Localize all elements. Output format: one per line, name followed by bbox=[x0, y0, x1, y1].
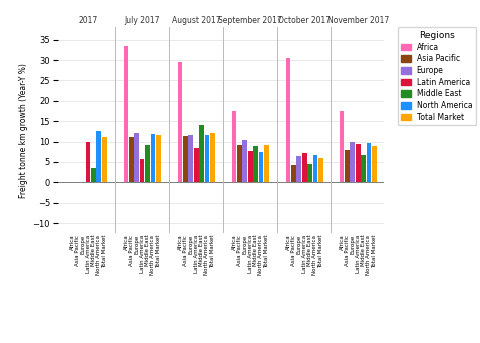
Bar bbox=[140, 159, 144, 182]
Text: November 2017: November 2017 bbox=[327, 16, 389, 25]
Bar bbox=[102, 138, 107, 182]
Bar bbox=[156, 135, 161, 182]
Bar bbox=[307, 164, 312, 182]
Bar bbox=[91, 168, 96, 182]
Bar bbox=[312, 155, 317, 182]
Legend: Africa, Asia Pacific, Europe, Latin America, Middle East, North America, Total M: Africa, Asia Pacific, Europe, Latin Amer… bbox=[397, 27, 476, 126]
Bar bbox=[124, 46, 128, 182]
Bar bbox=[350, 142, 355, 182]
Bar bbox=[237, 145, 242, 182]
Bar bbox=[345, 150, 350, 182]
Bar bbox=[96, 131, 101, 182]
Bar bbox=[264, 145, 269, 182]
Text: September 2017: September 2017 bbox=[218, 16, 282, 25]
Bar bbox=[248, 151, 252, 182]
Bar bbox=[291, 165, 296, 182]
Bar bbox=[361, 155, 366, 182]
Bar bbox=[210, 133, 215, 182]
Bar bbox=[199, 125, 204, 182]
Bar bbox=[259, 152, 263, 182]
Text: July 2017: July 2017 bbox=[124, 16, 160, 25]
Bar bbox=[253, 146, 258, 182]
Bar bbox=[194, 148, 199, 182]
Text: 2017: 2017 bbox=[79, 16, 98, 25]
Bar bbox=[318, 158, 323, 182]
Bar bbox=[151, 134, 155, 182]
Bar bbox=[242, 140, 247, 182]
Bar bbox=[302, 153, 307, 182]
Bar bbox=[340, 111, 345, 182]
Bar bbox=[183, 136, 188, 182]
Text: August 2017: August 2017 bbox=[172, 16, 220, 25]
Bar bbox=[356, 144, 360, 182]
Bar bbox=[232, 110, 237, 182]
Bar bbox=[189, 134, 193, 182]
Y-axis label: Freight tonne km growth (Year-Y %): Freight tonne km growth (Year-Y %) bbox=[19, 63, 28, 198]
Bar bbox=[178, 62, 182, 182]
Bar bbox=[134, 133, 139, 182]
Bar bbox=[86, 142, 91, 182]
Bar bbox=[367, 143, 371, 182]
Text: October 2017: October 2017 bbox=[278, 16, 330, 25]
Bar bbox=[372, 146, 377, 182]
Bar bbox=[129, 138, 134, 182]
Bar bbox=[297, 156, 301, 182]
Bar bbox=[204, 134, 209, 182]
Bar bbox=[286, 58, 290, 182]
Bar bbox=[145, 145, 150, 182]
